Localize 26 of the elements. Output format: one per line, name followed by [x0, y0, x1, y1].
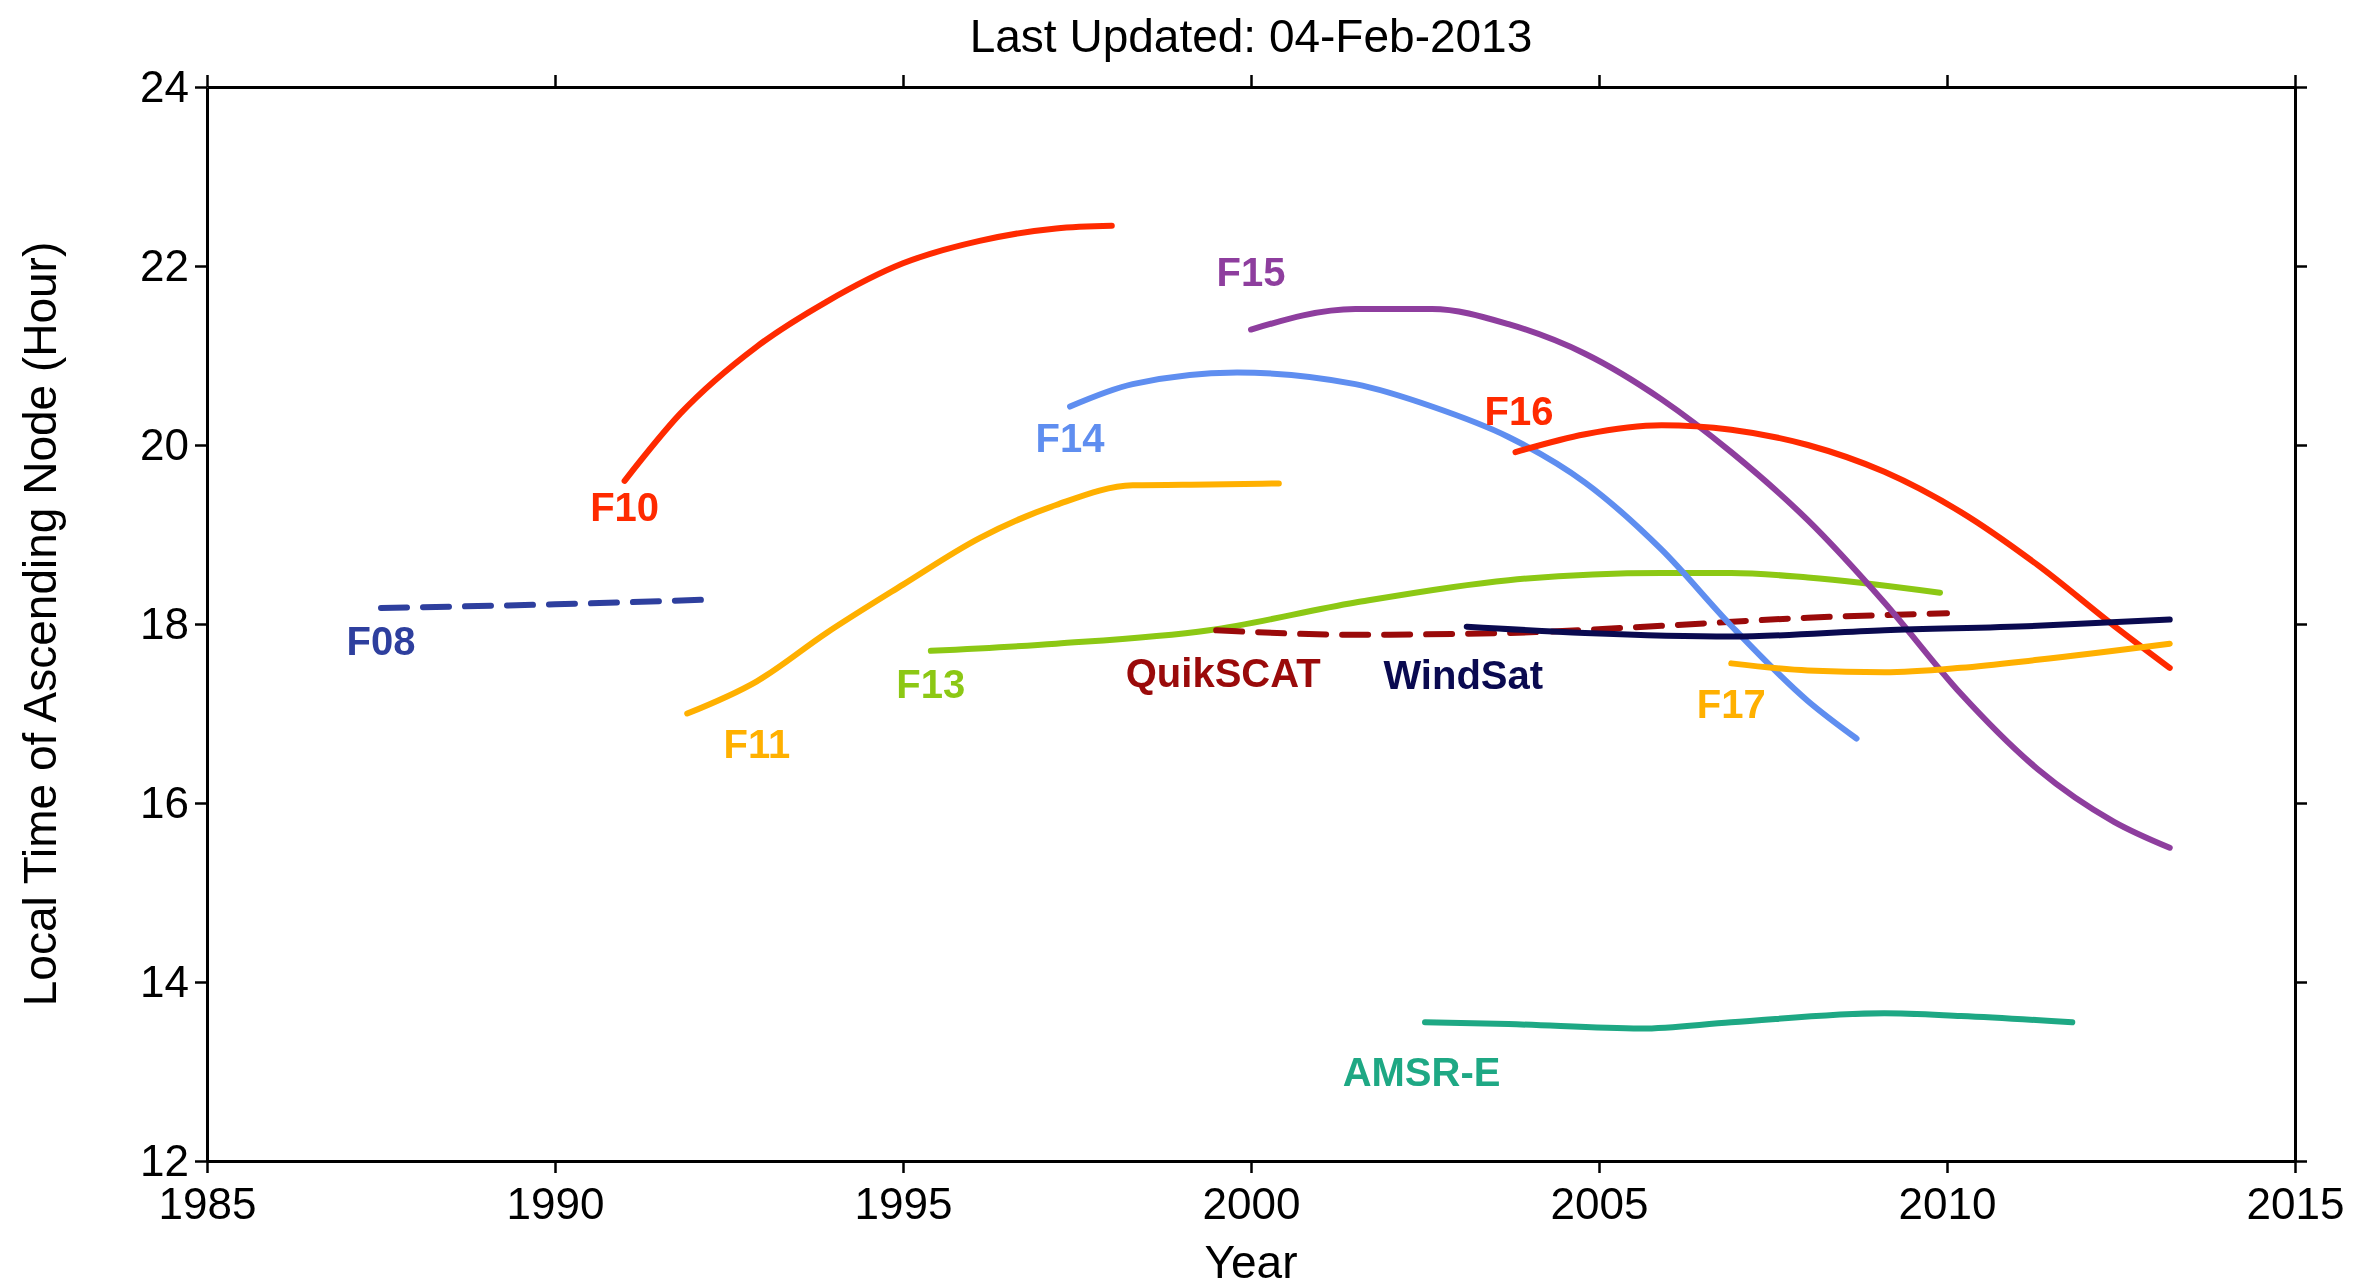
- x-tick-label: 1995: [854, 1178, 953, 1228]
- series-label: F17: [1696, 681, 1766, 726]
- series-label: WindSat: [1383, 653, 1544, 698]
- x-tick-label: 2000: [1202, 1178, 1301, 1228]
- x-tick-label: 2010: [1898, 1178, 1997, 1228]
- y-axis-title: Local Time of Ascending Node (Hour): [14, 241, 66, 1007]
- y-tick-label: 18: [140, 598, 189, 648]
- series-label: F13: [896, 662, 966, 707]
- series-label: F16: [1484, 389, 1554, 434]
- x-axis-title: Year: [1204, 1236, 1298, 1286]
- series-label: F15: [1216, 249, 1286, 294]
- x-tick-label: 2015: [2246, 1178, 2345, 1228]
- series-label: AMSR-E: [1342, 1049, 1501, 1094]
- y-tick-label: 20: [140, 419, 189, 469]
- chart-title: Last Updated: 04-Feb-2013: [969, 10, 1533, 62]
- y-tick-label: 14: [140, 956, 189, 1006]
- y-tick-label: 22: [140, 240, 189, 290]
- series-label: F11: [723, 722, 791, 767]
- y-tick-label: 24: [140, 61, 189, 111]
- x-tick-label: 2005: [1550, 1178, 1649, 1228]
- series-label: QuikSCAT: [1125, 650, 1321, 695]
- x-tick-label: 1990: [506, 1178, 605, 1228]
- series-label: F14: [1035, 416, 1106, 461]
- series-label: F10: [590, 485, 660, 530]
- y-tick-label: 16: [140, 777, 189, 827]
- series-label: F08: [346, 619, 416, 664]
